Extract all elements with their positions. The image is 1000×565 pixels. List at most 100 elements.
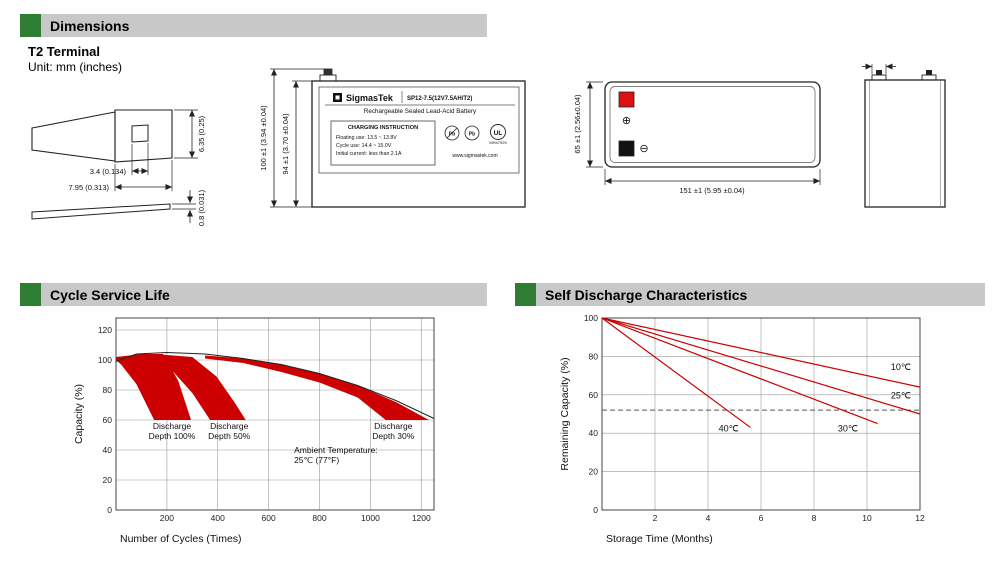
- dim-thickness-label: 0.8 (0.031): [197, 189, 206, 226]
- self-discharge-chart: 2 4 6 8 10 12 0 20 40 60 80 100 10℃ 25℃ 30℃ 40℃ Remainin…: [556, 310, 936, 550]
- negative-terminal: [618, 140, 635, 157]
- pb-slash: [446, 127, 458, 139]
- dim-tab-height-label: 6.35 (0.25): [197, 115, 206, 152]
- pb-text-1: Pb: [449, 132, 455, 138]
- y-tick-label: 120: [98, 325, 112, 335]
- y-tick-label: 60: [589, 390, 599, 400]
- brand-logo-inner: [335, 95, 340, 100]
- y-tick-label: 20: [103, 475, 113, 485]
- x-tick-label: 200: [160, 513, 174, 523]
- charging-title: CHARGING INSTRUCTION: [348, 125, 418, 131]
- x-tick-label: 2: [653, 513, 658, 523]
- battery-label: [318, 86, 520, 174]
- y-axis-label: Capacity (%): [73, 384, 85, 444]
- self-discharge-title: Self Discharge Characteristics: [545, 286, 748, 303]
- envelope-curve: [115, 351, 435, 419]
- terminal-detail-drawing: 6.35 (0.25) 3.4 (0.134) 7.95 (0.313) 0.8…: [31, 109, 206, 226]
- terminal-blade: [323, 68, 333, 76]
- plot-border: [115, 317, 435, 511]
- terminal-type-heading: T2 Terminal: [28, 44, 101, 59]
- cycle-service-life-title: Cycle Service Life: [50, 286, 170, 303]
- battery-top-outline: [604, 81, 821, 168]
- dimension-drawings: 6.35 (0.25) 3.4 (0.134) 7.95 (0.313) 0.8…: [31, 63, 946, 226]
- cycle-service-life-chart: 200 400 600 800 1000 1200 0 20 40 60 80 100 120 Disch…: [70, 310, 450, 550]
- y-tick-label: 80: [589, 351, 599, 361]
- side-view-drawing: [862, 63, 946, 208]
- y-tick-label: 0: [593, 505, 598, 515]
- front-view-drawing: SigmasTek SP12-7.5(12V7.5AH/T2) Recharge…: [259, 68, 526, 208]
- x-tick-label: 400: [211, 513, 225, 523]
- series-line: [601, 317, 921, 415]
- self-discharge-plot: 2 4 6 8 10 12 0 20 40 60 80 100 10℃ 25℃ 30℃ 40℃ Remainin…: [559, 313, 925, 545]
- x-axis-label: Storage Time (Months): [606, 533, 713, 545]
- annotation: Discharge Depth 30%: [372, 421, 414, 441]
- green-accent-block: [20, 283, 41, 306]
- x-tick-label: 800: [312, 513, 326, 523]
- x-tick-label: 4: [706, 513, 711, 523]
- x-tick-label: 10: [862, 513, 872, 523]
- x-tick-label: 600: [262, 513, 276, 523]
- dim-hole-width-label: 3.4 (0.134): [90, 167, 127, 176]
- green-accent-block: [515, 283, 536, 306]
- charging-line-2: Cycle use: 14.4 ~ 15.0V: [336, 143, 392, 149]
- terminal-strip-outline: [31, 111, 116, 162]
- side-terminal-blade-1: [876, 70, 882, 75]
- y-tick-label: 40: [103, 445, 113, 455]
- annotation: Discharge Depth 100%: [149, 421, 196, 441]
- x-tick-label: 8: [812, 513, 817, 523]
- y-tick-label: 0: [107, 505, 112, 515]
- charging-instruction-box: [330, 120, 436, 166]
- pb-icon: [464, 125, 480, 141]
- pb-recycle-icon: [444, 125, 460, 141]
- y-tick-label: 80: [103, 385, 113, 395]
- battery-type-line: Rechargeable Sealed Lead-Acid Battery: [364, 108, 477, 115]
- dim-body-height-label: 94 ±1 (3.70 ±0.04): [281, 113, 290, 175]
- annotation: Discharge Depth 50%: [208, 421, 250, 441]
- side-terminal-blade-2: [926, 70, 932, 75]
- website-text: www.sigmastek.com: [452, 153, 497, 159]
- y-tick-label: 100: [98, 355, 112, 365]
- side-terminal-base-2: [921, 74, 937, 81]
- series-line: [601, 317, 878, 425]
- ul-mark-icon: [490, 124, 506, 140]
- plus-symbol: ⊕: [622, 115, 631, 127]
- y-axis-label: Remaining Capacity (%): [559, 357, 571, 470]
- x-axis-label: Number of Cycles (Times): [120, 533, 242, 545]
- series-label: 30℃: [838, 423, 858, 433]
- dim-tab-width-label: 7.95 (0.313): [69, 183, 110, 192]
- terminal-thickness-strip: [31, 203, 171, 220]
- terminal-hole: [131, 124, 149, 143]
- side-terminal-base-1: [871, 74, 887, 81]
- dim-overall-height-label: 100 ±1 (3.94 ±0.04): [259, 105, 268, 171]
- cycle-service-life-header: Cycle Service Life: [20, 283, 487, 306]
- battery-side-outline: [864, 79, 946, 208]
- ul-file-number: MH47929: [489, 140, 507, 145]
- terminal-base: [319, 74, 337, 82]
- x-tick-label: 1200: [412, 513, 431, 523]
- terminal-head-outline: [114, 109, 173, 163]
- ul-mark-text: UL: [494, 130, 503, 137]
- annotation: Ambient Temperature: 25℃ (77°F): [294, 445, 377, 465]
- x-tick-label: 12: [915, 513, 925, 523]
- minus-symbol: ⊖: [639, 143, 648, 155]
- green-accent-block: [20, 14, 41, 37]
- top-view-drawing: ⊕ ⊖ 65 ±1 (2.56±0.04) 151 ±1 (5.95 ±0.04…: [573, 81, 821, 195]
- series-line: [601, 317, 921, 388]
- positive-terminal: [618, 91, 635, 108]
- dim-width-label: 65 ±1 (2.56±0.04): [573, 94, 582, 154]
- y-tick-label: 100: [584, 313, 598, 323]
- brand-name: SigmasTek: [346, 93, 394, 103]
- series-label: 10℃: [891, 362, 911, 372]
- charging-line-1: Floating use: 13.5 ~ 13.8V: [336, 135, 397, 141]
- x-tick-label: 6: [759, 513, 764, 523]
- x-tick-label: 1000: [361, 513, 380, 523]
- model-number: SP12-7.5(12V7.5AH/T2): [407, 96, 472, 102]
- dimensions-title: Dimensions: [50, 17, 130, 34]
- self-discharge-header: Self Discharge Characteristics: [515, 283, 985, 306]
- cycle-service-life-plot: 200 400 600 800 1000 1200 0 20 40 60 80 100 120 Disch…: [73, 317, 435, 545]
- y-tick-label: 20: [589, 467, 599, 477]
- dimensions-section-header: Dimensions: [20, 14, 487, 37]
- battery-top-inner: [609, 86, 816, 163]
- discharge-band-1: [154, 354, 246, 420]
- series-label: 40℃: [719, 423, 739, 433]
